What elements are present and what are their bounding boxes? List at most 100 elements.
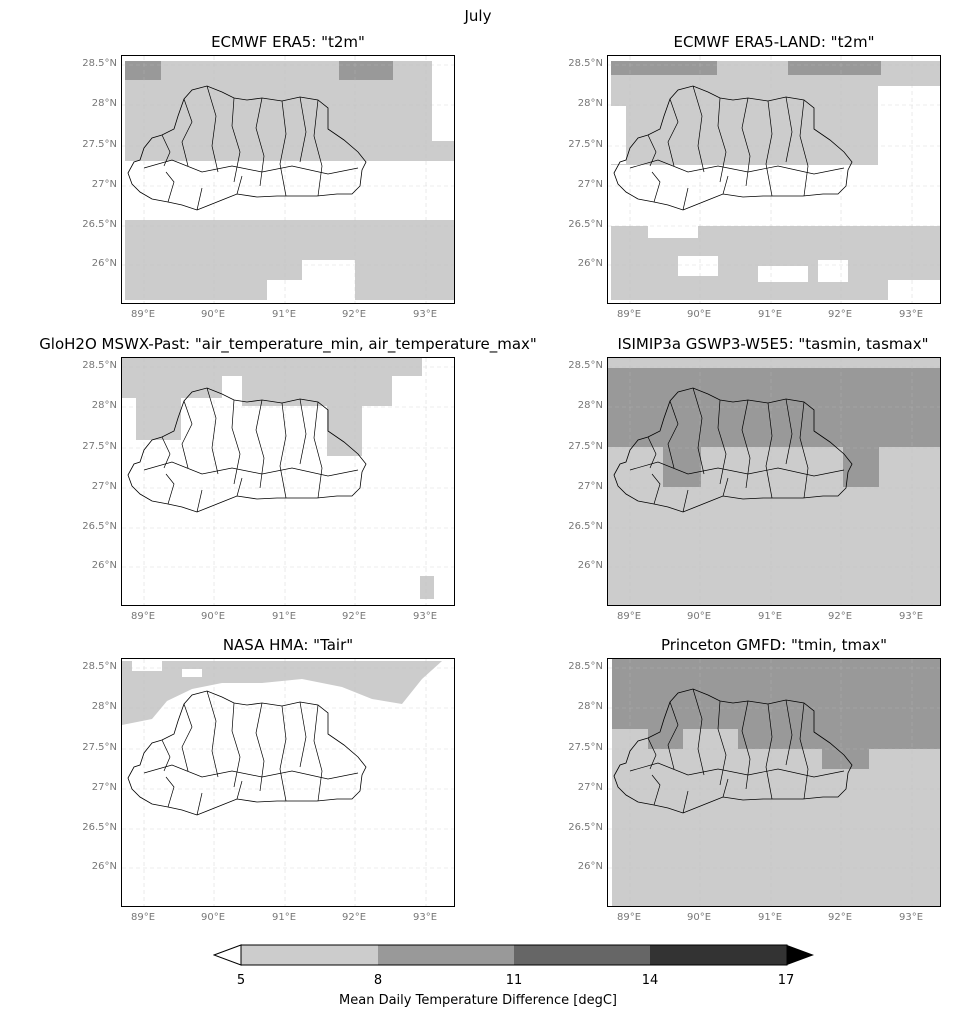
lon-tick-label: 89°E xyxy=(616,611,642,622)
district-boundary xyxy=(692,688,705,776)
district-boundary xyxy=(236,477,243,497)
lat-tick-label: 27°N xyxy=(577,481,603,492)
map-panel-gmfd xyxy=(607,658,941,907)
district-boundary xyxy=(236,175,243,195)
district-boundary xyxy=(629,762,845,778)
lat-tick-label: 26°N xyxy=(577,560,603,571)
colorbar-label: Mean Daily Temperature Difference [degC] xyxy=(339,993,617,1008)
map-panel-nasa-hma xyxy=(121,658,455,907)
lat-tick-label: 28°N xyxy=(91,701,117,712)
lon-tick-label: 93°E xyxy=(412,309,438,320)
lon-tick-label: 93°E xyxy=(412,912,438,923)
map-svg-mswx xyxy=(122,358,454,605)
district-boundary xyxy=(785,699,793,766)
lon-tick-label: 91°E xyxy=(271,309,297,320)
panel-title-nasa-hma: NASA HMA: "Tair" xyxy=(222,636,354,654)
district-boundary xyxy=(279,705,287,802)
lon-tick-label: 90°E xyxy=(200,611,226,622)
lat-tick-label: 26.5°N xyxy=(568,822,603,833)
district-boundary xyxy=(799,401,809,499)
bhutan-district-boundaries xyxy=(127,690,367,816)
district-boundary xyxy=(231,702,241,788)
map-panel-era5-land xyxy=(607,55,941,304)
lon-tick-label: 92°E xyxy=(341,912,367,923)
lat-tick-label: 27.5°N xyxy=(82,441,117,452)
map-svg-nasa-hma xyxy=(122,659,454,906)
lon-tick-label: 91°E xyxy=(271,912,297,923)
lat-tick-label: 26.5°N xyxy=(568,521,603,532)
district-boundary xyxy=(629,159,845,175)
bhutan-district-boundaries xyxy=(613,688,853,814)
lon-tick-label: 89°E xyxy=(616,309,642,320)
district-boundary xyxy=(785,398,793,465)
district-boundary xyxy=(647,737,657,770)
lat-tick-label: 28°N xyxy=(577,400,603,411)
lat-tick-label: 27.5°N xyxy=(82,742,117,753)
district-boundary xyxy=(741,399,751,489)
district-boundary xyxy=(255,702,265,792)
lat-tick-label: 26°N xyxy=(91,258,117,269)
lon-tick-label: 92°E xyxy=(827,912,853,923)
lon-tick-label: 93°E xyxy=(898,309,924,320)
lat-tick-label: 26°N xyxy=(577,861,603,872)
country-border xyxy=(613,85,853,211)
district-boundary xyxy=(143,159,359,175)
district-boundary xyxy=(313,401,323,499)
district-boundary xyxy=(143,461,359,477)
district-boundary xyxy=(196,792,203,816)
district-boundary xyxy=(313,704,323,802)
lat-tick-label: 26°N xyxy=(91,560,117,571)
lon-tick-label: 91°E xyxy=(757,611,783,622)
lat-tick-label: 28.5°N xyxy=(82,661,117,672)
map-svg-era5 xyxy=(122,56,454,303)
lat-tick-label: 28.5°N xyxy=(568,58,603,69)
map-svg-isimip xyxy=(608,358,940,605)
lon-tick-label: 93°E xyxy=(898,912,924,923)
district-boundary xyxy=(313,99,323,197)
lon-tick-label: 92°E xyxy=(341,611,367,622)
lon-tick-label: 90°E xyxy=(686,611,712,622)
district-boundary xyxy=(206,387,219,475)
lat-tick-label: 27.5°N xyxy=(568,441,603,452)
district-boundary xyxy=(799,702,809,800)
district-boundary xyxy=(651,774,661,806)
lon-tick-label: 90°E xyxy=(686,309,712,320)
district-boundary xyxy=(165,776,175,808)
lon-tick-label: 90°E xyxy=(200,912,226,923)
lat-tick-label: 27°N xyxy=(577,782,603,793)
district-boundary xyxy=(299,398,307,465)
district-boundary xyxy=(161,134,171,167)
district-boundary xyxy=(647,436,657,469)
colorbar-tick-17: 17 xyxy=(777,973,795,988)
map-svg-era5-land xyxy=(608,56,940,303)
map-svg-gmfd xyxy=(608,659,940,906)
panel-title-mswx: GloH2O MSWX-Past: "air_temperature_min, … xyxy=(39,335,537,353)
colorbar-tick-8: 8 xyxy=(373,973,383,988)
colorbar xyxy=(213,944,814,966)
lat-tick-label: 26.5°N xyxy=(568,219,603,230)
district-boundary xyxy=(255,399,265,489)
district-boundary xyxy=(682,489,689,513)
country-border xyxy=(127,85,367,211)
district-boundary xyxy=(722,175,729,195)
lon-tick-label: 91°E xyxy=(757,309,783,320)
map-panel-mswx xyxy=(121,357,455,606)
district-boundary xyxy=(722,778,729,798)
country-border xyxy=(127,690,367,816)
district-boundary xyxy=(785,96,793,163)
district-boundary xyxy=(647,134,657,167)
lon-tick-label: 91°E xyxy=(271,611,297,622)
district-boundary xyxy=(299,701,307,768)
lat-tick-label: 26.5°N xyxy=(82,822,117,833)
district-boundary xyxy=(765,402,773,499)
district-boundary xyxy=(143,764,359,780)
country-border xyxy=(613,688,853,814)
district-boundary xyxy=(692,387,705,475)
district-boundary xyxy=(279,100,287,197)
bhutan-district-boundaries xyxy=(127,85,367,211)
lat-tick-label: 27.5°N xyxy=(568,139,603,150)
lon-tick-label: 89°E xyxy=(130,309,156,320)
district-boundary xyxy=(667,98,679,167)
lon-tick-label: 92°E xyxy=(827,309,853,320)
bhutan-district-boundaries xyxy=(127,387,367,513)
